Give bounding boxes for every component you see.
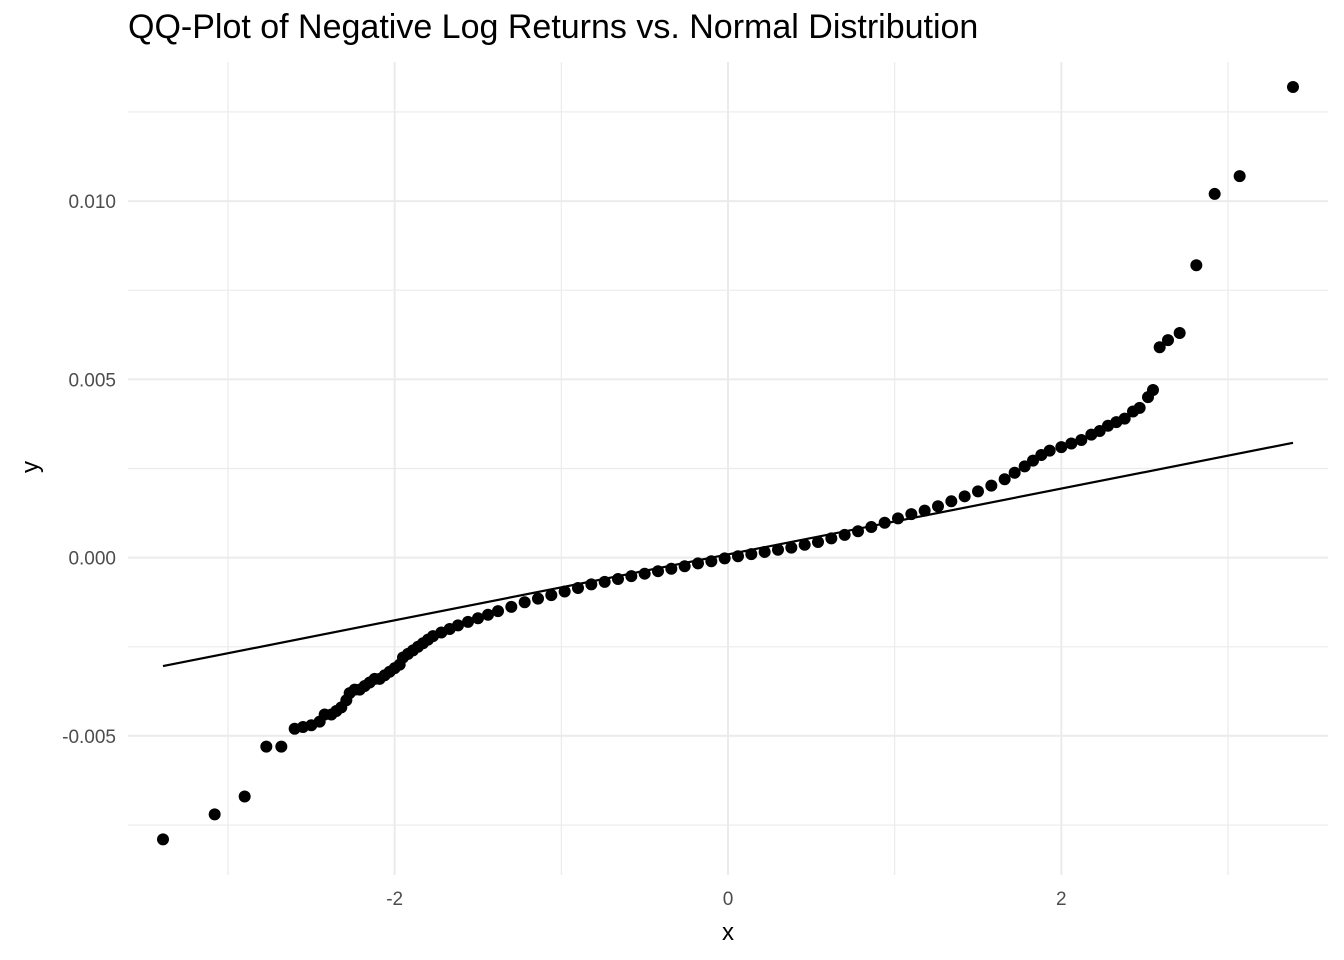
y-tick-labels: -0.005 0.000 0.005 0.010: [62, 192, 116, 748]
data-point: [878, 516, 891, 529]
y-axis-title: y: [17, 461, 44, 473]
data-point: [825, 532, 838, 545]
data-point: [1173, 327, 1186, 339]
data-point: [1208, 187, 1221, 200]
data-point: [758, 545, 771, 558]
x-tick-labels: -2 0 2: [386, 889, 1066, 910]
data-point: [732, 550, 744, 563]
data-point: [518, 596, 531, 609]
data-point: [972, 485, 984, 498]
data-point: [918, 504, 931, 517]
data-point: [665, 562, 678, 575]
data-point: [612, 573, 624, 586]
x-tick-label: 2: [1056, 889, 1067, 910]
data-point: [1075, 433, 1088, 446]
data-point: [472, 612, 484, 625]
data-point: [798, 538, 811, 551]
data-point: [505, 600, 518, 613]
y-tick-label: -0.005: [62, 727, 116, 748]
data-point: [1190, 259, 1203, 272]
data-point: [745, 548, 758, 561]
data-point: [452, 619, 464, 632]
data-point: [892, 512, 904, 525]
data-point: [1043, 444, 1056, 457]
data-point: [998, 473, 1011, 486]
data-point: [652, 565, 664, 578]
x-tick-label: -2: [386, 889, 403, 910]
data-point: [625, 570, 638, 583]
chart-title: QQ-Plot of Negative Log Returns vs. Norm…: [128, 8, 979, 46]
data-point: [1162, 334, 1174, 347]
data-point: [958, 490, 971, 503]
data-point: [905, 508, 918, 521]
data-point: [585, 578, 598, 591]
data-point: [812, 535, 824, 548]
data-point: [598, 575, 611, 588]
data-point: [945, 495, 958, 508]
data-point: [532, 592, 544, 605]
data-point: [238, 790, 251, 803]
data-point: [545, 589, 558, 602]
data-point: [678, 560, 691, 573]
data-point: [208, 808, 221, 821]
data-point: [558, 585, 571, 598]
data-point: [985, 479, 998, 492]
data-point: [785, 541, 798, 554]
data-point: [572, 581, 584, 594]
x-tick-label: 0: [723, 889, 734, 910]
data-point: [772, 543, 784, 556]
data-point: [492, 605, 504, 618]
data-point: [157, 833, 169, 846]
data-point: [852, 525, 864, 538]
data-point: [638, 567, 651, 580]
y-tick-label: 0.005: [68, 370, 116, 391]
data-point: [718, 552, 731, 565]
data-point: [260, 740, 273, 753]
data-point: [692, 557, 704, 570]
data-point: [1133, 401, 1146, 414]
data-point: [705, 555, 718, 568]
y-tick-label: 0.010: [68, 192, 116, 213]
data-point: [482, 608, 494, 621]
data-point: [1287, 80, 1299, 93]
data-point: [1055, 441, 1068, 454]
data-point: [462, 615, 474, 628]
data-point: [1008, 466, 1021, 479]
data-point: [932, 500, 944, 513]
data-point: [1147, 384, 1159, 397]
data-point: [1153, 341, 1166, 354]
data-point: [275, 740, 288, 753]
y-tick-label: 0.000: [68, 549, 116, 570]
data-point: [838, 528, 851, 541]
data-point: [865, 520, 878, 533]
data-points: [157, 80, 1299, 846]
data-point: [1118, 412, 1131, 425]
data-point: [1233, 170, 1246, 183]
x-axis-title: x: [722, 919, 734, 946]
data-point: [1065, 437, 1078, 450]
